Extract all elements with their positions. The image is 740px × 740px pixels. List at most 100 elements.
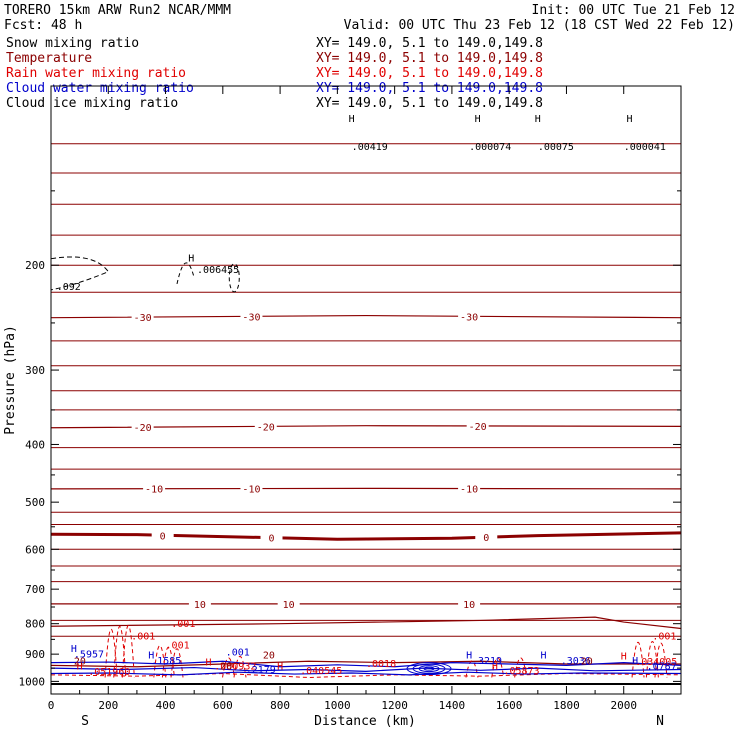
contour-label-bg — [466, 419, 489, 431]
cloud-water-contour — [418, 665, 440, 673]
header-valid: Valid: 00 UTC Thu 23 Feb 12 (18 CST Wed … — [344, 18, 735, 33]
high-marker: H — [626, 114, 632, 125]
legend-entry-xy: XY= 149.0, 5.1 to 149.0,149.8 — [316, 36, 543, 51]
contour-label-bg — [458, 310, 481, 322]
high-marker: H — [632, 656, 638, 667]
high-marker: H — [475, 114, 481, 125]
x-tick-label: 1800 — [553, 699, 580, 712]
y-tick-label: 200 — [25, 259, 45, 272]
high-marker: H — [277, 661, 283, 672]
contour-annotation: .001 — [166, 640, 190, 651]
x-tick-label: 1000 — [324, 699, 351, 712]
high-marker: H — [466, 650, 472, 661]
legend-entry-xy: XY= 149.0, 5.1 to 149.0,149.8 — [316, 96, 543, 111]
high-marker: H — [541, 650, 547, 661]
contour-annotation: .3036 — [561, 656, 591, 667]
rain-water-contour — [50, 673, 682, 678]
contour-annotation: .040545 — [300, 666, 342, 677]
legend-entry-name: Cloud ice mixing ratio — [6, 96, 178, 111]
legend-entry-name: Temperature — [6, 51, 92, 66]
contour-label-bg — [188, 597, 211, 609]
contour-annotation: .0787 — [647, 661, 677, 672]
contour-annotation: .092 — [57, 282, 81, 293]
temperature-contour-label: -20 — [134, 423, 152, 434]
temperature-contour — [50, 660, 681, 668]
x-tick-label: 800 — [270, 699, 290, 712]
cloud-water-contour — [423, 666, 435, 671]
high-marker: H — [205, 657, 211, 668]
x-axis-label: Distance (km) — [314, 714, 416, 729]
temperature-contour-label: 0 — [483, 533, 489, 544]
high-marker: H — [188, 253, 194, 264]
rain-water-contour — [645, 641, 659, 678]
temperature-contour — [50, 314, 682, 319]
x-tick-label: 400 — [156, 699, 176, 712]
contour-annotation: .006455 — [197, 265, 239, 276]
header-model: TORERO 15km ARW Run2 NCAR/MMM — [4, 3, 231, 18]
rain-water-contour — [514, 657, 528, 678]
y-tick-label: 300 — [25, 364, 45, 377]
contour-annotation: .051960 — [88, 667, 130, 678]
y-tick-label: 700 — [25, 583, 45, 596]
y-tick-label: 500 — [25, 496, 45, 509]
contour-annotation: .001 — [171, 619, 195, 630]
rain-water-contour — [233, 655, 247, 678]
cloud-water-contour — [406, 662, 452, 676]
x-tick-label: 200 — [98, 699, 118, 712]
temperature-contour-label: -10 — [460, 485, 478, 496]
cloud-water-contour — [50, 660, 682, 668]
cloud-ice-contour — [176, 262, 195, 285]
contour-annotation: .00075 — [538, 142, 574, 153]
y-axis-label: Pressure (hPa) — [3, 325, 18, 435]
start-label: S — [81, 714, 89, 729]
high-marker: H — [77, 661, 83, 672]
contour-annotation: .1585 — [151, 656, 181, 667]
cloud-water-contour — [412, 663, 446, 674]
high-marker: H — [621, 651, 627, 662]
legend-entry-xy: XY= 149.0, 5.1 to 149.0,149.8 — [316, 81, 543, 96]
contour-annotation: .5957 — [74, 650, 104, 661]
temperature-contour-label: 10 — [194, 600, 206, 611]
temperature-contour-label: 0 — [160, 531, 166, 542]
x-tick-label: 0 — [48, 699, 55, 712]
x-tick-label: 1600 — [496, 699, 523, 712]
high-marker: H — [148, 650, 154, 661]
legend-entry-name: Rain water mixing ratio — [6, 66, 186, 81]
contour-annotation: .05873 — [503, 666, 539, 677]
contour-annotation: .00419 — [352, 142, 388, 153]
temperature-contour-label: 10 — [463, 600, 475, 611]
y-tick-label: 1000 — [19, 675, 46, 688]
cloud-water-contour — [50, 666, 682, 672]
temperature-contour-label: -20 — [257, 422, 275, 433]
contour-annotation: .001 — [131, 631, 155, 642]
contour-label-bg — [277, 597, 300, 609]
temperature-contour-label: 10 — [283, 600, 295, 611]
contour-annotation: .3219 — [472, 656, 502, 667]
contour-annotation: .001 — [652, 631, 676, 642]
rain-water-contour — [104, 628, 118, 678]
contour-label-bg — [131, 421, 154, 433]
temperature-contour-label: -20 — [469, 422, 487, 433]
y-tick-label: 800 — [25, 618, 45, 631]
rain-water-contour — [631, 641, 645, 678]
high-marker: H — [71, 644, 77, 655]
cloud-ice-contour — [228, 263, 240, 293]
high-marker: H — [349, 114, 355, 125]
x-tick-label: 1400 — [439, 699, 466, 712]
temperature-contour-label: -10 — [145, 485, 163, 496]
rain-water-contour — [161, 646, 175, 678]
legend-entry-xy: XY= 149.0, 5.1 to 149.0,149.8 — [316, 66, 543, 81]
temperature-contour — [50, 531, 682, 541]
contour-annotation: .2179 — [246, 665, 276, 676]
contour-annotation: 20 — [581, 657, 593, 668]
temperature-contour — [50, 425, 682, 429]
y-tick-label: 600 — [25, 543, 45, 556]
temperature-contour-label: -30 — [134, 313, 152, 324]
contour-label-bg — [458, 482, 481, 494]
legend-entry-name: Cloud water mixing ratio — [6, 81, 194, 96]
contour-label-bg — [240, 482, 263, 494]
contour-annotation: .060932 — [214, 661, 256, 672]
rain-water-contour — [121, 625, 135, 678]
legend-entry-name: Snow mixing ratio — [6, 36, 139, 51]
